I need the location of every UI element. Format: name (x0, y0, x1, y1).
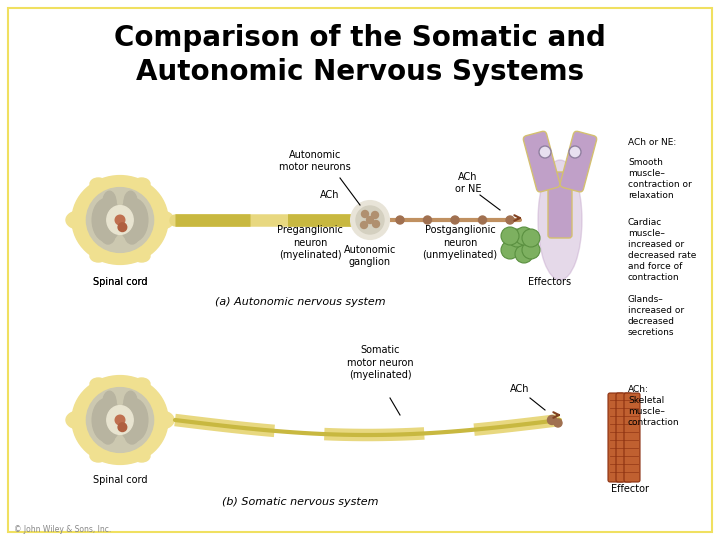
Text: (b) Somatic nervous system: (b) Somatic nervous system (222, 497, 378, 507)
Circle shape (118, 423, 127, 431)
Ellipse shape (351, 201, 389, 239)
Ellipse shape (125, 425, 139, 444)
Circle shape (396, 216, 404, 224)
Circle shape (115, 215, 125, 225)
FancyBboxPatch shape (608, 393, 624, 482)
FancyBboxPatch shape (560, 131, 597, 192)
Circle shape (547, 415, 557, 424)
Text: Postganglionic
neuron
(unmyelinated): Postganglionic neuron (unmyelinated) (423, 225, 498, 260)
Ellipse shape (66, 211, 92, 229)
Circle shape (501, 241, 519, 259)
Text: Effector: Effector (611, 484, 649, 494)
Ellipse shape (107, 206, 133, 234)
Text: Somatic
motor neuron
(myelinated): Somatic motor neuron (myelinated) (347, 345, 413, 380)
Circle shape (451, 216, 459, 224)
Ellipse shape (90, 250, 107, 262)
Circle shape (515, 245, 533, 263)
FancyBboxPatch shape (616, 393, 632, 482)
Ellipse shape (103, 191, 116, 215)
Circle shape (539, 146, 551, 158)
Ellipse shape (538, 160, 582, 280)
FancyBboxPatch shape (523, 131, 560, 192)
Ellipse shape (119, 198, 148, 241)
Ellipse shape (66, 411, 92, 429)
Circle shape (372, 220, 379, 227)
Circle shape (361, 221, 367, 228)
Ellipse shape (125, 225, 139, 244)
Text: ACh: ACh (510, 384, 530, 394)
Text: ACh or NE:: ACh or NE: (628, 138, 676, 147)
Circle shape (522, 241, 540, 259)
Circle shape (501, 227, 519, 245)
Text: Autonomic
ganglion: Autonomic ganglion (344, 245, 396, 267)
Text: Cardiac
muscle–
increased or
decreased rate
and force of
contraction: Cardiac muscle– increased or decreased r… (628, 218, 696, 282)
Ellipse shape (148, 211, 174, 229)
Ellipse shape (92, 198, 121, 241)
Text: Smooth
muscle–
contraction or
relaxation: Smooth muscle– contraction or relaxation (628, 158, 692, 200)
Ellipse shape (103, 391, 116, 415)
Circle shape (423, 216, 431, 224)
Ellipse shape (124, 191, 138, 215)
Text: ACh:
Skeletal
muscle–
contraction: ACh: Skeletal muscle– contraction (628, 385, 680, 427)
Text: Preganglionic
neuron
(myelinated): Preganglionic neuron (myelinated) (277, 225, 343, 260)
Ellipse shape (86, 388, 153, 453)
Ellipse shape (133, 378, 150, 390)
Text: © John Wiley & Sons, Inc.: © John Wiley & Sons, Inc. (14, 525, 112, 535)
Text: Spinal cord: Spinal cord (93, 475, 148, 485)
Ellipse shape (92, 399, 121, 442)
Circle shape (506, 216, 514, 224)
Ellipse shape (101, 425, 115, 444)
Circle shape (554, 419, 562, 427)
Ellipse shape (86, 187, 153, 252)
Ellipse shape (356, 206, 384, 234)
Circle shape (118, 223, 127, 232)
Ellipse shape (133, 450, 150, 462)
Text: ACh
or NE: ACh or NE (455, 172, 481, 194)
Circle shape (522, 229, 540, 247)
Text: Autonomic Nervous Systems: Autonomic Nervous Systems (136, 58, 584, 86)
FancyBboxPatch shape (548, 172, 572, 238)
FancyBboxPatch shape (624, 393, 640, 482)
Text: Comparison of the Somatic and: Comparison of the Somatic and (114, 24, 606, 52)
Ellipse shape (90, 378, 107, 390)
Text: Effectors: Effectors (528, 277, 572, 287)
Ellipse shape (90, 450, 107, 462)
Ellipse shape (90, 178, 107, 190)
Ellipse shape (72, 376, 168, 464)
Circle shape (366, 217, 374, 224)
Ellipse shape (101, 225, 115, 244)
Ellipse shape (133, 250, 150, 262)
Circle shape (508, 229, 526, 247)
Ellipse shape (148, 411, 174, 429)
Circle shape (115, 415, 125, 425)
Ellipse shape (119, 399, 148, 442)
Ellipse shape (72, 176, 168, 265)
Text: Glands–
increased or
decreased
secretions: Glands– increased or decreased secretion… (628, 295, 684, 338)
Circle shape (372, 212, 379, 219)
Text: (a) Autonomic nervous system: (a) Autonomic nervous system (215, 297, 385, 307)
Circle shape (479, 216, 487, 224)
Circle shape (569, 146, 581, 158)
Text: ACh: ACh (320, 190, 340, 200)
Ellipse shape (107, 406, 133, 434)
Circle shape (515, 227, 533, 245)
Circle shape (361, 211, 369, 218)
Text: Spinal cord: Spinal cord (93, 277, 148, 287)
Ellipse shape (124, 391, 138, 415)
Text: Autonomic
motor neurons: Autonomic motor neurons (279, 150, 351, 172)
Text: Spinal cord: Spinal cord (93, 277, 148, 287)
Ellipse shape (133, 178, 150, 190)
